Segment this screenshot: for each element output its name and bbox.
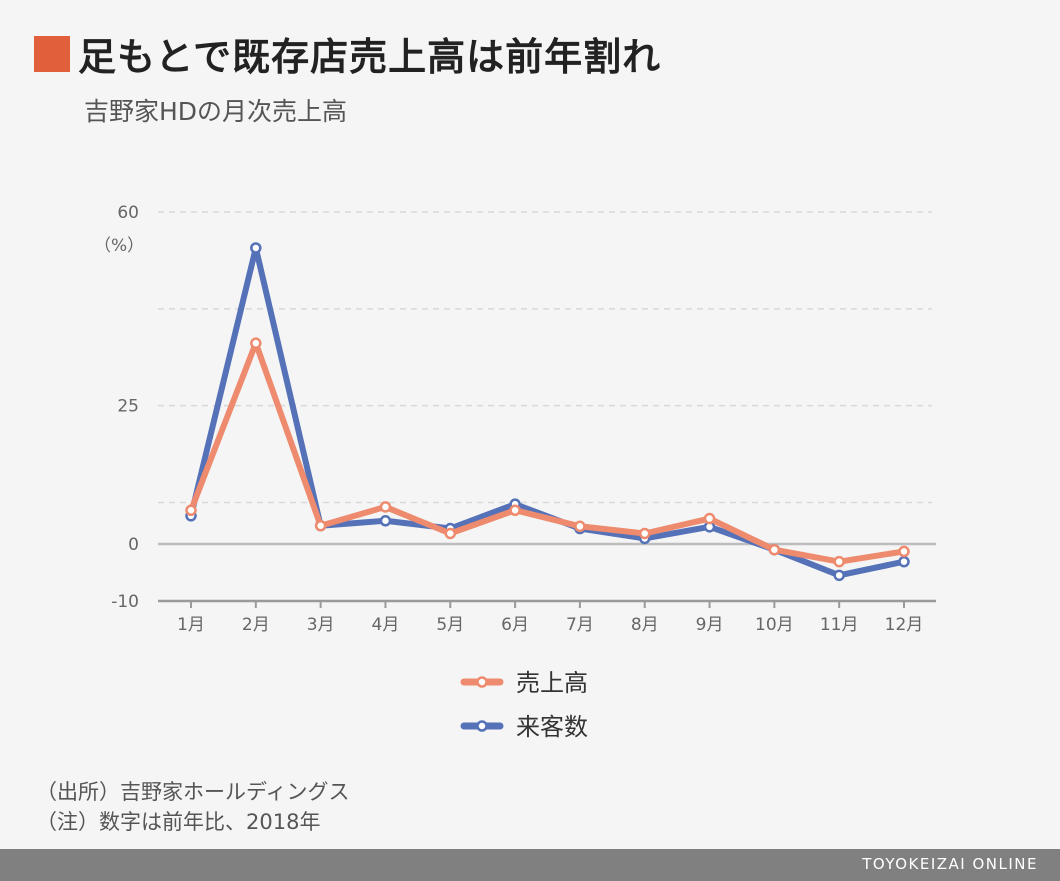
series-line-売上高 [188,340,907,565]
data-point [444,527,457,540]
remark-note: （注）数字は前年比、2018年 [36,810,321,834]
legend-label: 来客数 [516,713,588,741]
data-point [250,242,262,254]
y-tick-label: 25 [117,397,139,417]
x-tick-label: 10月 [755,615,794,635]
x-tick-label: 8月 [631,615,659,635]
y-tick-label: -10 [111,592,139,612]
data-point [638,527,651,540]
data-point [250,337,262,349]
x-tick-label: 1月 [177,615,205,635]
data-point [833,555,845,568]
x-tick-label: 6月 [501,615,529,635]
data-point [509,504,521,516]
x-tick-label: 3月 [307,615,335,635]
legend-label: 売上高 [516,669,588,697]
x-tick-label: 11月 [820,615,859,635]
title-accent-square [34,35,70,72]
legend-marker [476,720,488,732]
y-tick-label: 60 [117,203,139,223]
data-point [185,504,197,516]
data-point [314,519,327,532]
data-point [574,520,586,533]
title-row: 足もとで既存店売上高は前年割れ [34,26,661,81]
footer-brand: TOYOKEIZAI ONLINE [862,855,1038,873]
data-point [703,512,716,525]
x-tick-label: 2月 [242,615,270,635]
data-point [379,515,392,527]
x-tick-label: 5月 [436,615,464,635]
y-unit-label: （%） [94,236,144,256]
data-point [379,501,392,513]
data-point [898,545,910,558]
data-point [833,569,845,582]
legend-marker [476,676,488,688]
data-point [768,543,781,556]
footer-bar: TOYOKEIZAI ONLINE [0,849,1060,881]
x-tick-label: 4月 [372,615,400,635]
chart-subtitle: 吉野家HDの月次売上高 [84,97,348,126]
x-tick-label: 7月 [566,615,594,635]
series-line-来客数 [188,244,907,579]
x-tick-label: 12月 [885,615,924,635]
source-note: （出所）吉野家ホールディングス [36,780,350,804]
chart-title: 足もとで既存店売上高は前年割れ [78,35,662,79]
x-tick-label: 9月 [696,615,724,635]
data-point [898,555,910,568]
y-tick-label: 0 [128,535,139,555]
